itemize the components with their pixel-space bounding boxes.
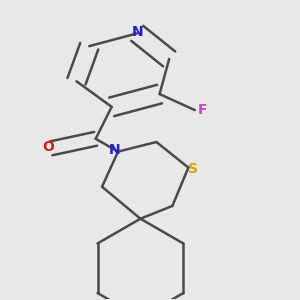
Text: N: N (109, 143, 121, 157)
Text: S: S (188, 162, 198, 176)
Text: F: F (198, 103, 208, 117)
Text: N: N (131, 25, 143, 39)
Text: O: O (42, 140, 54, 154)
